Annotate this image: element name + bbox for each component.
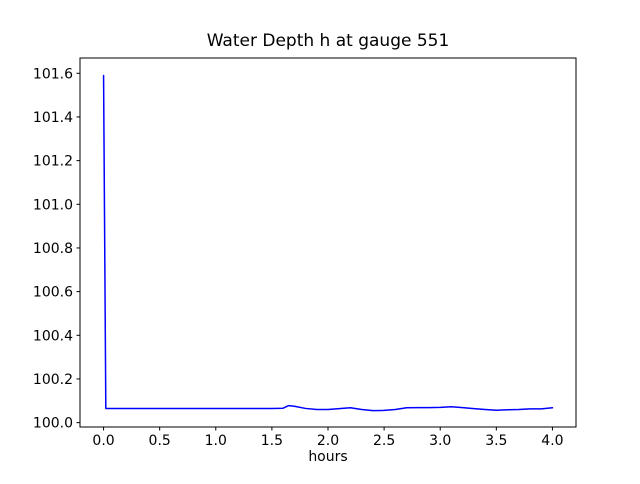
y-tick-label: 100.0	[33, 416, 73, 432]
series-layer	[102, 74, 554, 412]
x-tick-label: 0.5	[149, 433, 171, 449]
y-tick-label: 101.4	[33, 110, 73, 126]
plot-border	[79, 57, 577, 428]
x-tick-label: 1.0	[205, 433, 227, 449]
y-tick-label: 100.6	[33, 285, 73, 301]
x-tick-label: 2.5	[373, 433, 395, 449]
y-tick-label: 100.2	[33, 372, 73, 388]
x-tick-label: 1.5	[261, 433, 283, 449]
x-tick-label: 2.0	[317, 433, 339, 449]
chart-title: Water Depth h at gauge 551	[207, 31, 450, 51]
y-tick-label: 101.0	[33, 197, 73, 213]
x-tick-label: 4.0	[541, 433, 563, 449]
x-tick-label: 3.5	[485, 433, 507, 449]
y-tick-label: 101.6	[33, 66, 73, 82]
y-tick-label: 100.4	[33, 328, 73, 344]
x-tick-label: 0.0	[92, 433, 114, 449]
y-tick-label: 101.2	[33, 154, 73, 170]
x-axis-label: hours	[308, 449, 347, 465]
ticks-layer: 0.0 0.5 1.0 1.5 2.0 2.5 3.0 3.5 4.0 100.0 100.2 100…	[33, 66, 564, 449]
data-line	[102, 74, 554, 412]
y-tick-label: 100.8	[33, 241, 73, 257]
x-tick-label: 3.0	[429, 433, 451, 449]
